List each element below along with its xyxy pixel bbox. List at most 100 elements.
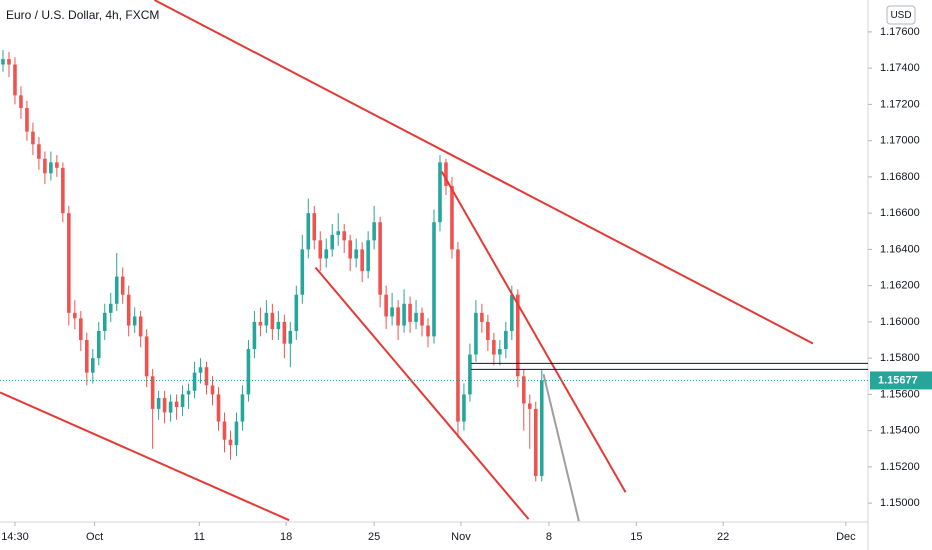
candle-body [492, 340, 496, 355]
candle-body [73, 312, 77, 319]
candle-body [498, 349, 502, 355]
candle-body [336, 231, 341, 235]
x-tick-label: 22 [717, 531, 729, 543]
candle-body [384, 294, 388, 317]
candle-body [276, 321, 281, 330]
x-tick-label: 15 [630, 531, 642, 543]
candle-body [360, 249, 364, 272]
candle-body [198, 367, 203, 373]
candle-body [204, 367, 209, 386]
x-tick-label: Nov [451, 531, 471, 543]
candle-body [96, 330, 101, 359]
candle-body [79, 318, 83, 341]
candle-body [426, 325, 430, 337]
candle-body [300, 249, 305, 295]
candle-body [480, 312, 484, 322]
candle-body [372, 222, 376, 241]
candle-body [252, 321, 257, 350]
candle-body [61, 167, 65, 214]
candle-body [402, 303, 406, 326]
candle-body [216, 394, 221, 422]
trend-line [440, 171, 627, 493]
x-tick-label: Oct [86, 531, 103, 543]
candle-body [521, 376, 526, 404]
last-price-label: 1.15677 [878, 374, 918, 386]
x-tick-label: 14:30 [1, 531, 29, 543]
currency-badge[interactable] [886, 5, 916, 25]
candle-body [510, 294, 514, 331]
candle-body [306, 213, 311, 250]
candle-body [294, 294, 299, 331]
candle-body [420, 312, 424, 326]
trend-line [0, 391, 290, 522]
candle-body [1, 59, 5, 65]
candle-body [264, 312, 269, 326]
candle-body [222, 421, 227, 440]
candle-body [210, 385, 215, 395]
candle-body [162, 398, 167, 413]
candle-body [527, 403, 532, 409]
candle-body [150, 376, 155, 409]
candle-body [7, 59, 11, 65]
candle-body [37, 144, 41, 159]
currency-label: USD [890, 10, 911, 21]
trend-line [542, 374, 580, 522]
trend-line [314, 266, 530, 520]
candle-body [234, 421, 239, 446]
candle-body [318, 240, 323, 259]
y-tick-label: 1.17000 [880, 135, 920, 147]
y-tick-label: 1.17600 [880, 26, 920, 38]
candle-body [342, 231, 347, 241]
candle-body [90, 358, 95, 373]
candle-body [132, 316, 137, 326]
y-tick-label: 1.15400 [880, 425, 920, 437]
candle-body [348, 240, 352, 259]
candle-body [444, 162, 448, 186]
candle-body [228, 439, 233, 446]
candle-body [354, 249, 358, 259]
y-tick-label: 1.16000 [880, 316, 920, 328]
candle-body [13, 64, 17, 96]
candle-body [108, 303, 113, 313]
candle-body [390, 307, 394, 317]
candle-body [240, 394, 245, 422]
y-tick-label: 1.15000 [880, 497, 920, 509]
x-tick-label: 11 [194, 531, 205, 543]
candle-body [168, 401, 173, 413]
candle-body [516, 294, 520, 377]
candle-body [408, 303, 412, 322]
candle-body [49, 162, 53, 174]
y-tick-label: 1.15800 [880, 352, 920, 364]
candle-body [366, 240, 370, 272]
candle-body [533, 408, 538, 476]
candle-body [288, 330, 293, 344]
candle-body [486, 321, 490, 341]
y-tick-label: 1.15600 [880, 388, 920, 400]
plot-area [0, 0, 868, 522]
candle-body [120, 276, 125, 295]
candle-body [55, 162, 59, 168]
y-tick-label: 1.17400 [880, 62, 920, 74]
candle-body [474, 312, 478, 355]
candle-body [312, 213, 317, 241]
candle-body [85, 340, 89, 373]
y-tick-label: 1.16200 [880, 280, 920, 292]
candle-body [19, 95, 23, 109]
candle-body [432, 222, 436, 337]
candle-body [43, 158, 47, 174]
x-tick-label: 25 [368, 531, 380, 543]
candle-body [192, 372, 197, 391]
candle-body [246, 349, 251, 395]
candle-body [25, 108, 29, 132]
y-tick-label: 1.15200 [880, 461, 920, 473]
candle-body [156, 398, 161, 409]
candle-body [102, 312, 107, 331]
candle-body [270, 312, 275, 330]
trend-line [153, 0, 814, 345]
candle-body [414, 312, 418, 322]
y-tick-label: 1.17200 [880, 98, 920, 110]
candle-body [396, 307, 400, 326]
candle-body [504, 330, 508, 350]
